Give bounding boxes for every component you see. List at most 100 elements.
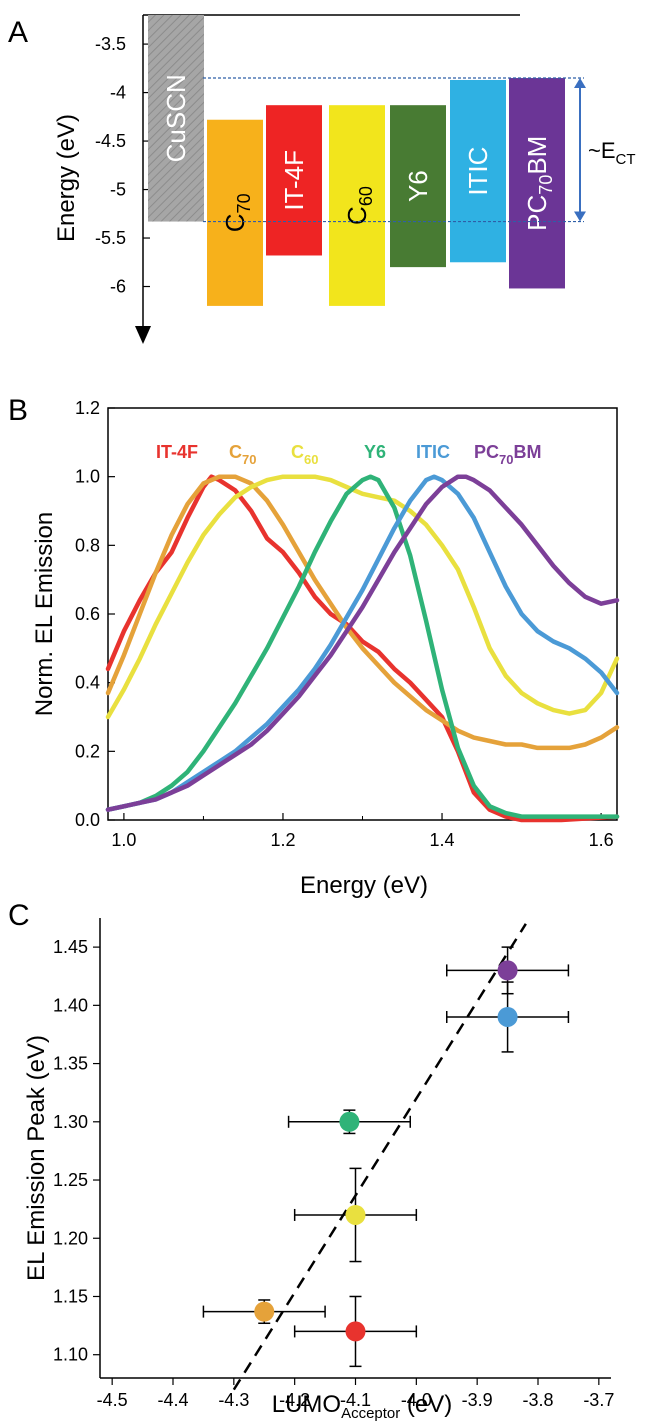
energy-bar-label-tail: BM — [522, 136, 552, 175]
emission-curve — [105, 474, 620, 823]
energy-bar — [266, 105, 322, 256]
y-tick-label: 1.25 — [53, 1170, 88, 1190]
lumo-vs-peak-x-axis-title: LUMOAcceptor (eV) — [272, 1391, 453, 1422]
energy-bar — [148, 15, 204, 222]
x-tick-label: 1.6 — [589, 830, 614, 850]
lumo-vs-peak-chart: -4.5 -4.4 -4.3 -4.2 -4.1 -4.0 -3.9 -3.8 -3.7 1.10… — [23, 918, 614, 1422]
energy-bar-label-main: Y6 — [403, 170, 433, 202]
energy-bar-label: C60 — [342, 186, 376, 225]
linear-fit-line — [232, 923, 527, 1391]
energy-bar-label-sub: 70 — [234, 193, 254, 213]
x-axis-title-main: LUMO — [272, 1391, 341, 1418]
lumo-vs-peak-y-axis-title: EL Emission Peak (eV) — [23, 1035, 50, 1281]
y-tick-label: 1.35 — [53, 1054, 88, 1074]
y-tick-label: -3.5 — [95, 34, 126, 54]
y-tick-label: -4 — [110, 83, 126, 103]
y-tick-label: 0.8 — [75, 535, 100, 555]
y-tick-label: 0.4 — [75, 673, 100, 693]
energy-bar-label: IT-4F — [279, 150, 309, 211]
x-tick-label: -4.2 — [279, 1390, 310, 1410]
y-tick-label: 1.15 — [53, 1286, 88, 1306]
el-emission-x-axis-title: Energy (eV) — [300, 872, 428, 899]
x-tick-label: -4.5 — [97, 1390, 128, 1410]
energy-bar-label: CuSCN — [161, 74, 191, 162]
energy-bar — [207, 119, 263, 306]
panel-letter-a: A — [8, 16, 28, 49]
x-tick-label: 1.2 — [270, 830, 295, 850]
series-label-main: C — [229, 442, 242, 462]
series-label: ITIC — [416, 442, 450, 462]
x-tick-label: -4.3 — [218, 1390, 249, 1410]
series-label-tail: BM — [513, 442, 541, 462]
energy-bar-label: C70 — [220, 193, 254, 232]
y-tick-label: 1.2 — [75, 398, 100, 418]
el-emission-axes: 1.0 1.2 1.4 1.6 0.0 0.2 0.4 0.6 0.8 1.0 1.2 — [75, 398, 618, 850]
x-axis-title-sub: Acceptor — [341, 1405, 400, 1422]
lumo-vs-peak-axes: -4.5 -4.4 -4.3 -4.2 -4.1 -4.0 -3.9 -3.8 -3.7 1.10… — [53, 918, 614, 1410]
el-emission-chart: 1.0 1.2 1.4 1.6 0.0 0.2 0.4 0.6 0.8 1.0 1.2 IT-4F C… — [31, 398, 620, 899]
energy-bar-label-main: CuSCN — [161, 74, 191, 162]
lumo-vs-peak-points — [202, 946, 570, 1368]
x-tick-label: 1.0 — [111, 830, 136, 850]
x-tick-label: -4.4 — [157, 1390, 188, 1410]
emission-curve — [105, 474, 620, 751]
fit-line — [232, 923, 527, 1391]
plot-frame — [107, 407, 618, 821]
data-point — [497, 1006, 518, 1027]
series-label: Y6 — [364, 442, 386, 462]
y-tick-label: -4.5 — [95, 131, 126, 151]
data-point — [497, 960, 518, 981]
y-tick-label: 1.0 — [75, 467, 100, 487]
y-tick-label: -6 — [110, 277, 126, 297]
energy-bar-label-sub: 60 — [356, 186, 376, 206]
data-point — [345, 1321, 366, 1342]
energy-bar-label: ITIC — [463, 147, 493, 196]
energy-bar-label-main: ITIC — [463, 147, 493, 196]
ect-label: ~ECT — [588, 138, 636, 168]
series-label: C60 — [291, 442, 318, 467]
series-label-sub: 60 — [304, 452, 318, 467]
panel-letter-b: B — [8, 394, 28, 427]
y-tick-label: 0.0 — [75, 810, 100, 830]
ect-label-sub: CT — [616, 151, 636, 168]
energy-bar — [509, 78, 565, 289]
ect-annotation: ~ECT — [203, 77, 636, 223]
series-label-main: Y6 — [364, 442, 386, 462]
emission-curve — [105, 474, 620, 812]
energy-bar-label: PC70BM — [522, 136, 556, 231]
el-emission-y-axis-title: Norm. EL Emission — [31, 512, 58, 717]
y-tick-label: 0.6 — [75, 604, 100, 624]
x-tick-label: -3.7 — [583, 1390, 614, 1410]
series-label-main: IT-4F — [156, 442, 198, 462]
panel-letter-c: C — [8, 899, 30, 932]
data-point — [339, 1111, 360, 1132]
series-label: C70 — [229, 442, 256, 467]
data-point — [254, 1301, 275, 1322]
series-label-sub: 70 — [242, 452, 256, 467]
energy-bar — [450, 79, 506, 263]
x-tick-label: 1.4 — [430, 830, 455, 850]
el-emission-lines — [105, 474, 620, 823]
energy-bar — [329, 105, 385, 306]
x-tick-label: -4.0 — [401, 1390, 432, 1410]
x-axis-title-tail: (eV) — [400, 1391, 452, 1418]
ect-arrow-head-top — [574, 78, 586, 89]
ect-arrow-head-bottom — [574, 211, 586, 222]
emission-curve — [105, 474, 620, 812]
series-label: IT-4F — [156, 442, 198, 462]
energy-bar-label-main: C — [220, 213, 250, 232]
series-label-main: C — [291, 442, 304, 462]
x-tick-label: -3.8 — [522, 1390, 553, 1410]
energy-axis-arrow — [135, 326, 151, 344]
y-tick-label: 1.30 — [53, 1112, 88, 1132]
x-tick-label: -4.1 — [340, 1390, 371, 1410]
y-tick-label: 1.10 — [53, 1345, 88, 1365]
energy-bar-label-main: C — [342, 206, 372, 225]
emission-curve — [105, 474, 620, 819]
energy-bar-label-main: IT-4F — [279, 150, 309, 211]
energy-level-y-axis-title: Energy (eV) — [53, 114, 80, 242]
y-tick-label: 1.45 — [53, 937, 88, 957]
series-label-sub: 70 — [499, 452, 513, 467]
